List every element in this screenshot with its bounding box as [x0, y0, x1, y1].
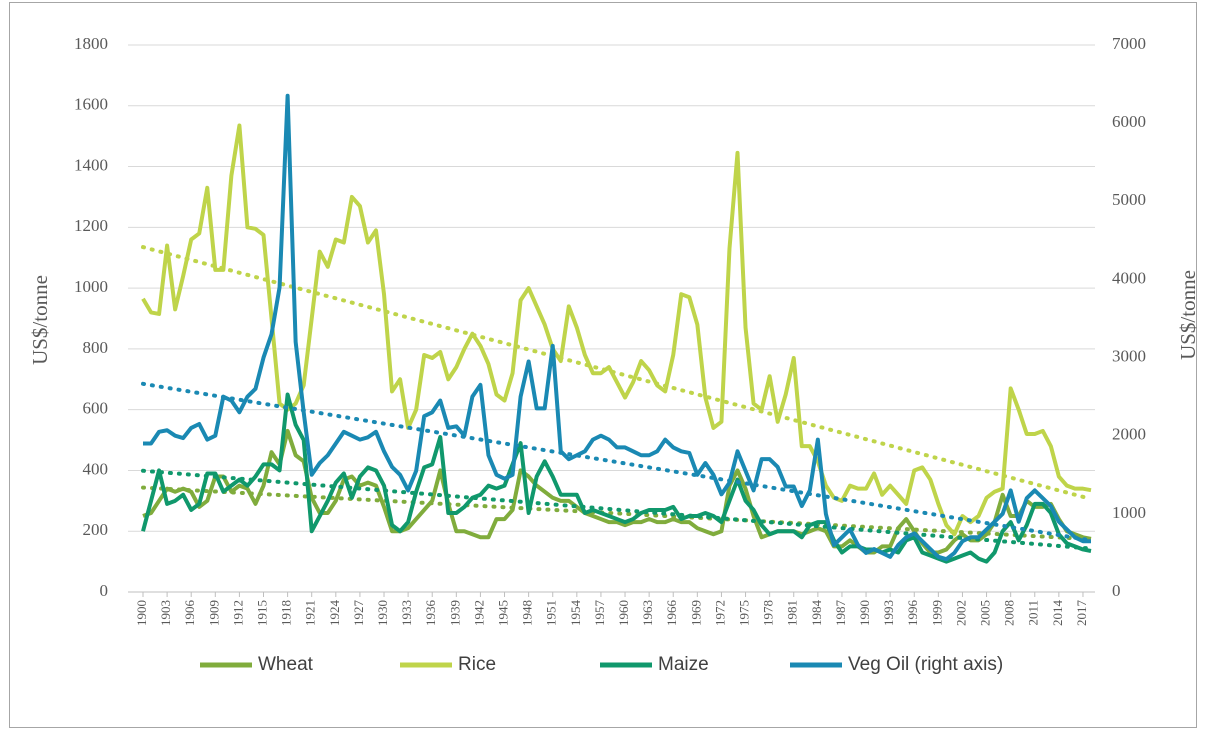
- y2-tick-label: 3000: [1112, 346, 1146, 365]
- y-tick-label: 800: [83, 338, 109, 357]
- y2-tick-label: 4000: [1112, 268, 1146, 287]
- y2-tick-label: 2000: [1112, 425, 1146, 444]
- x-tick-label: 1999: [929, 600, 944, 626]
- x-tick-label: 2011: [1026, 600, 1041, 626]
- x-tick-label: 1963: [640, 600, 655, 626]
- x-tick-label: 1987: [833, 600, 848, 627]
- y2-tick-label: 1000: [1112, 503, 1146, 522]
- y2-axis-title: US$/tonne: [1176, 270, 1200, 360]
- y-tick-label: 0: [100, 581, 109, 600]
- x-tick-label: 1927: [351, 600, 366, 627]
- y2-tick-label: 6000: [1112, 112, 1146, 131]
- y-tick-label: 1000: [74, 277, 108, 296]
- y2-tick-label: 5000: [1112, 190, 1146, 209]
- legend-label: Veg Oil (right axis): [848, 654, 1003, 675]
- x-tick-label: 2008: [1002, 600, 1017, 626]
- x-tick-label: 1945: [496, 600, 511, 626]
- x-tick-label: 1924: [327, 600, 342, 627]
- x-tick-label: 1921: [303, 600, 318, 626]
- x-tick-label: 1993: [881, 600, 896, 626]
- x-tick-label: 1969: [688, 600, 703, 626]
- x-tick-label: 1954: [568, 600, 583, 627]
- x-tick-label: 1957: [592, 600, 607, 627]
- x-tick-label: 1960: [616, 600, 631, 626]
- x-tick-label: 1942: [471, 600, 486, 626]
- y-tick-label: 1200: [74, 216, 108, 235]
- x-tick-label: 2005: [978, 600, 993, 626]
- legend-label: Rice: [458, 654, 496, 675]
- x-tick-label: 2002: [953, 600, 968, 626]
- y-tick-label: 600: [83, 399, 109, 418]
- x-tick-label: 1906: [182, 600, 197, 627]
- x-tick-label: 2017: [1074, 600, 1089, 627]
- x-tick-label: 1912: [230, 600, 245, 626]
- x-tick-label: 1975: [737, 600, 752, 626]
- y-tick-label: 1600: [74, 95, 108, 114]
- x-tick-label: 1939: [447, 600, 462, 626]
- y2-tick-label: 0: [1112, 581, 1121, 600]
- x-tick-label: 1978: [761, 600, 776, 626]
- trend-line: [141, 381, 1093, 543]
- series-line: [141, 392, 1092, 564]
- y-axis-title: US$/tonne: [28, 275, 52, 365]
- x-tick-label: 2014: [1050, 600, 1065, 627]
- trend-line: [141, 245, 1093, 501]
- x-tick-label: 1966: [664, 600, 679, 627]
- x-tick-label: 1915: [254, 600, 269, 626]
- x-tick-label: 1948: [520, 600, 535, 626]
- x-tick-label: 1990: [857, 600, 872, 626]
- x-tick-label: 1918: [279, 600, 294, 626]
- x-tick-label: 1930: [375, 600, 390, 626]
- y-tick-label: 400: [83, 459, 109, 478]
- x-tick-label: 1933: [399, 600, 414, 626]
- x-tick-label: 1972: [712, 600, 727, 626]
- y-tick-label: 1800: [74, 34, 108, 53]
- frame: [9, 2, 1197, 728]
- legend-label: Maize: [658, 654, 709, 675]
- y-tick-label: 1400: [74, 155, 108, 174]
- trend-line: [141, 485, 1093, 542]
- series-line: [143, 93, 1091, 562]
- y-tick-label: 200: [83, 520, 109, 539]
- x-tick-label: 1984: [809, 600, 824, 627]
- x-tick-label: 1981: [785, 600, 800, 626]
- x-tick-label: 1951: [544, 600, 559, 626]
- x-tick-label: 1996: [905, 600, 920, 627]
- x-tick-label: 1903: [158, 600, 173, 626]
- x-tick-label: 1909: [206, 600, 221, 626]
- trend-line: [141, 468, 1093, 551]
- x-tick-label: 1900: [134, 600, 149, 626]
- legend-label: Wheat: [258, 654, 314, 675]
- x-tick-label: 1936: [423, 600, 438, 627]
- y2-tick-label: 7000: [1112, 34, 1146, 53]
